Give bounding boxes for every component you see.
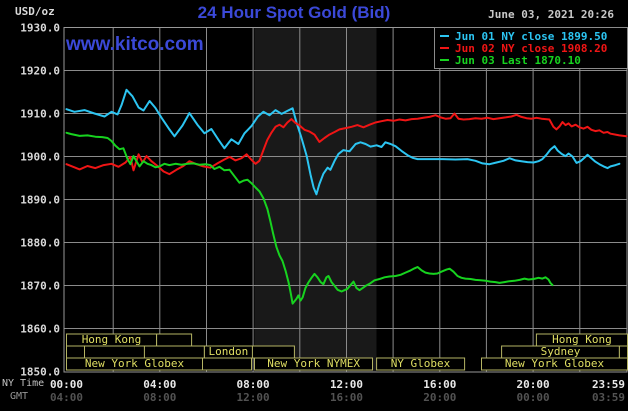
session-box [202,357,252,371]
gmt-tick-label: 16:00 [330,391,363,404]
session-box [254,357,373,371]
gmt-tick-label: 08:00 [143,391,176,404]
y-tick-label: 1850.0 [20,366,60,379]
legend-item-jun03: Jun 03 Last 1870.10 [435,53,627,67]
gmt-tick-label: 12:00 [237,391,270,404]
session-box [376,357,466,371]
legend-dash-icon [440,35,449,37]
price-line [65,88,621,196]
ny-time-tick-label: 12:00 [330,378,363,391]
ny-time-tick-label: 23:59 [592,378,625,391]
session-label: Hong Kong [82,333,142,346]
y-tick-label: 1920.0 [20,65,60,78]
session-label: NY Globex [391,357,451,370]
page-title: 24 Hour Spot Gold (Bid) [197,3,391,22]
y-tick-label: 1900.0 [20,151,60,164]
legend-dash-icon [440,59,449,61]
session-box [156,333,193,347]
session-box [618,345,628,359]
plot-border [63,27,628,373]
legend-item-label: Jun 02 NY close 1908.20 [455,41,608,55]
gmt-tick-label: 20:00 [423,391,456,404]
legend-dash-icon [440,47,449,49]
session-label: London [209,345,249,358]
price-line [65,112,628,176]
unit-label: USD/oz [15,5,55,18]
datetime-label: June 03, 2021 20:26 [488,8,614,21]
session-label: Sydney [541,345,581,358]
ny-time-tick-label: 08:00 [237,378,270,391]
y-tick-label: 1930.0 [20,22,60,35]
price-line [65,131,554,305]
legend-item-jun01: Jun 01 NY close 1899.50 [435,29,627,43]
y-tick-label: 1890.0 [20,194,60,207]
ny-time-tick-label: 20:00 [517,378,550,391]
chart-legend: Jun 01 NY close 1899.50 Jun 02 NY close … [434,27,628,69]
y-tick-label: 1910.0 [20,108,60,121]
kitco-watermark-link[interactable]: www.kitco.com [66,34,204,55]
gmt-tick-label: 04:00 [50,391,83,404]
legend-item-jun02: Jun 02 NY close 1908.20 [435,41,627,55]
ny-time-tick-label: 16:00 [423,378,456,391]
gmt-axis-label: GMT [10,391,29,402]
gmt-tick-label: 00:00 [517,391,550,404]
y-tick-label: 1880.0 [20,237,60,250]
y-tick-label: 1860.0 [20,323,60,336]
y-tick-label: 1870.0 [20,280,60,293]
legend-item-label: Jun 01 NY close 1899.50 [455,29,608,43]
ny-time-tick-label: 04:00 [143,378,176,391]
session-box [66,345,85,359]
session-label: New York NYMEX [267,357,360,370]
session-label: New York Globex [505,357,605,370]
legend-item-label: Jun 03 Last 1870.10 [455,53,581,67]
ny-time-axis-label: NY Time [2,378,45,389]
session-label: New York Globex [85,357,185,370]
session-label: Hong Kong [552,333,612,346]
ny-time-tick-label: 00:00 [50,378,83,391]
gmt-tick-label: 03:59 [592,391,625,404]
